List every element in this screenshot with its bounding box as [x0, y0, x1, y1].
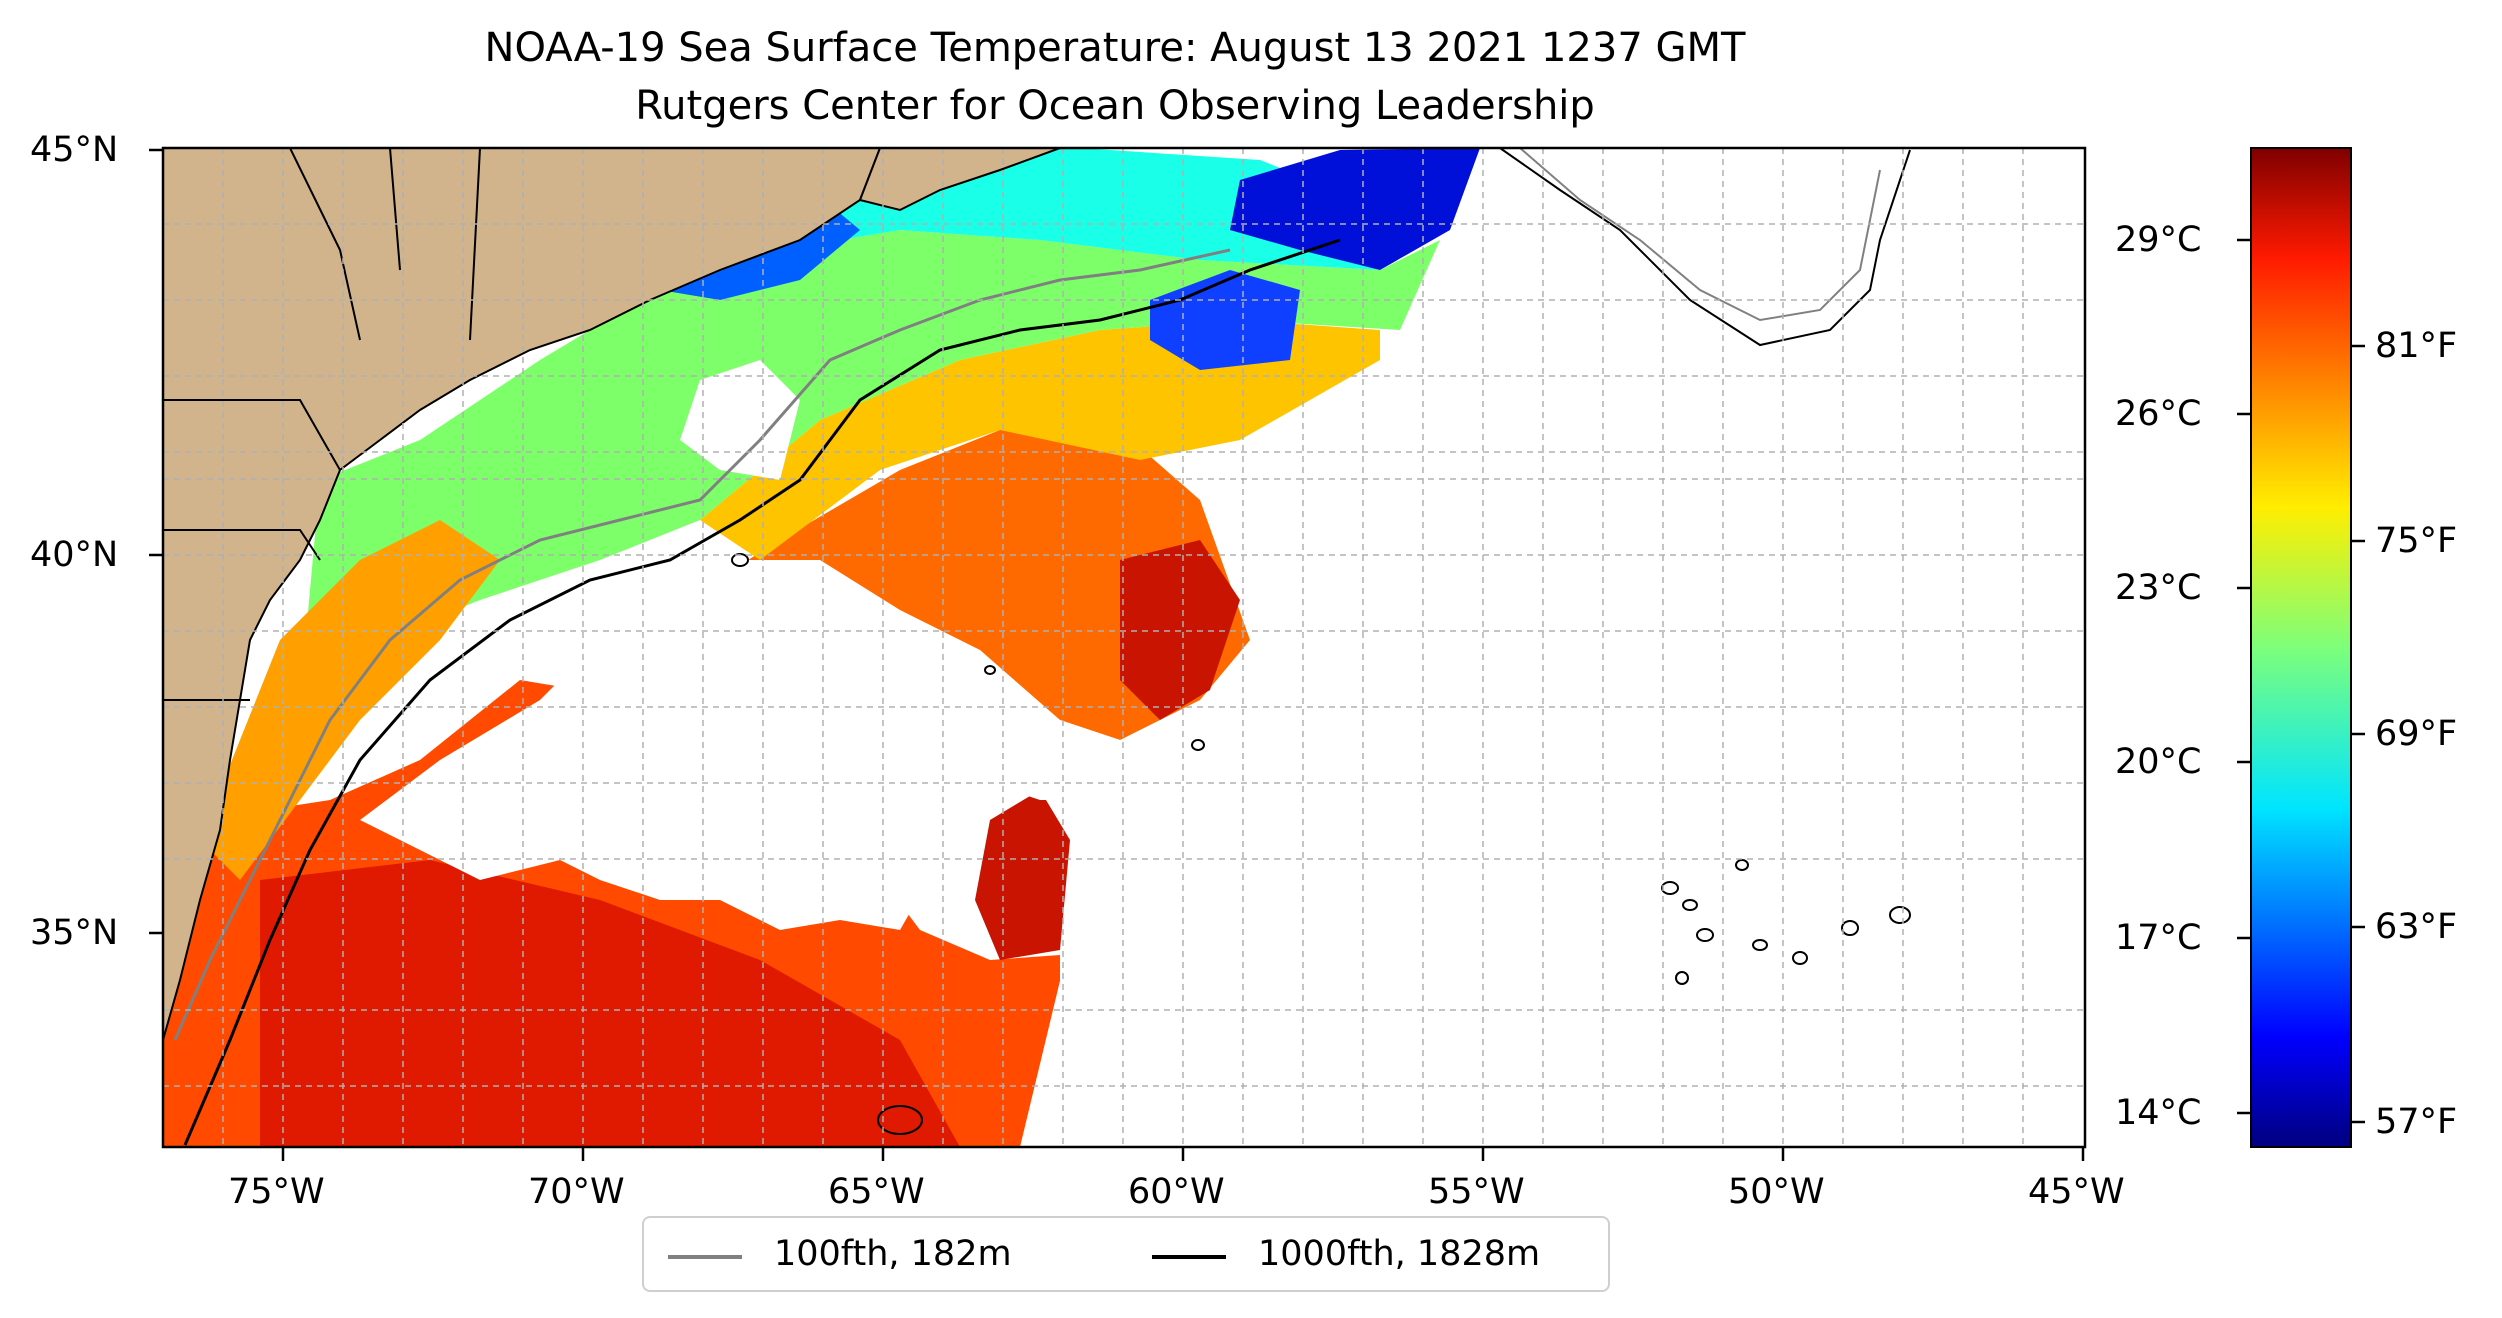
isobath-100fth — [173, 248, 1231, 1041]
cloud-mask-coast — [680, 360, 800, 480]
seamounts — [731, 553, 1911, 1135]
colorbar-fahrenheit-label: 63°F — [2375, 907, 2458, 947]
map-frame — [161, 146, 2087, 1149]
sst-yellow-band — [700, 320, 1380, 560]
colorbar-fahrenheit-label: 69°F — [2375, 714, 2458, 754]
colorbar-celsius-label: 20°C — [2115, 742, 2202, 782]
lat-tick-label: 40°N — [30, 535, 119, 575]
isobath-grand-banks — [1519, 148, 1881, 322]
lon-tick-label: 65°W — [828, 1172, 925, 1212]
map-title: NOAA-19 Sea Surface Temperature: August … — [484, 25, 1746, 71]
colorbar-celsius-label: 23°C — [2115, 568, 2202, 608]
sst-cold-patch — [1150, 270, 1300, 370]
map-legend: 100fth, 182m 1000fth, 1828m — [642, 1216, 1610, 1292]
sst-hot-core — [1120, 540, 1240, 720]
sst-shelf-green — [300, 230, 1440, 700]
colorbar-celsius-label: 17°C — [2115, 918, 2202, 958]
isobath-1000fth — [183, 238, 1341, 1146]
land-nova-scotia — [858, 148, 1061, 212]
lon-tick-label: 60°W — [1128, 1172, 1225, 1212]
sst-cold-deep — [1230, 148, 1480, 270]
colorbar-celsius-label: 26°C — [2115, 394, 2202, 434]
colorbar-celsius-label: 14°C — [2115, 1093, 2202, 1133]
lon-tick-label: 70°W — [528, 1172, 625, 1212]
swath-edge-mask — [1020, 148, 2085, 1147]
lat-tick-label: 45°N — [30, 130, 119, 170]
colorbar-fahrenheit-label: 57°F — [2375, 1102, 2458, 1142]
legend-swatch-100fth — [668, 1255, 742, 1259]
sst-red-patch — [260, 860, 960, 1147]
colorbar-ticks — [2237, 238, 2365, 1124]
state-borders — [163, 148, 481, 701]
colorbar-fahrenheit-label: 75°F — [2375, 521, 2458, 561]
gridlines — [163, 148, 2085, 1147]
isobath-grand-banks-deep — [1499, 148, 1911, 347]
colorbar-fahrenheit-label: 81°F — [2375, 326, 2458, 366]
lat-tick-label: 35°N — [30, 913, 119, 953]
lon-tick-label: 50°W — [1728, 1172, 1825, 1212]
map-subtitle: Rutgers Center for Ocean Observing Leade… — [635, 83, 1595, 129]
lon-tick-label: 75°W — [228, 1172, 325, 1212]
colorbar-celsius-label: 29°C — [2115, 220, 2202, 260]
lon-tick-label: 45°W — [2028, 1172, 2125, 1212]
legend-label-1000fth: 1000fth, 1828m — [1258, 1234, 1541, 1274]
legend-swatch-1000fth — [1152, 1255, 1226, 1259]
cloud-mask-center — [360, 560, 1120, 930]
colorbar — [2250, 147, 2352, 1148]
sst-hot-core-south — [975, 790, 1070, 960]
legend-label-100fth: 100fth, 182m — [774, 1234, 1012, 1274]
axis-ticks — [149, 148, 2085, 1161]
lon-tick-label: 55°W — [1428, 1172, 1525, 1212]
